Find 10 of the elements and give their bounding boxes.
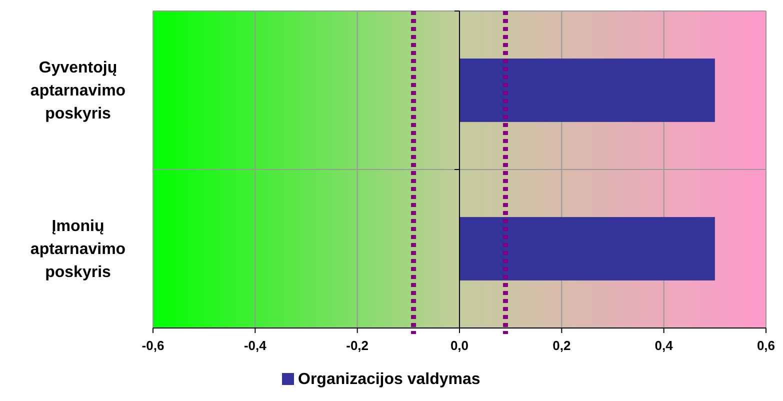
x-tick-label: -0,2 <box>346 338 369 353</box>
x-tick-label: -0,6 <box>142 338 164 353</box>
x-tick-label: 0,6 <box>756 338 776 353</box>
x-tick-label: 0,2 <box>552 338 571 353</box>
legend-label: Organizacijos valdymas <box>298 371 480 388</box>
x-tick-label: 0,0 <box>450 338 469 353</box>
y-tick-label: Gyventojų aptarnavimo poskyris <box>30 59 126 122</box>
x-tick-label: 0,4 <box>654 338 674 353</box>
y-tick-label: Įmonių aptarnavimo poskyris <box>30 218 126 281</box>
x-tick-label: -0,4 <box>244 338 268 353</box>
